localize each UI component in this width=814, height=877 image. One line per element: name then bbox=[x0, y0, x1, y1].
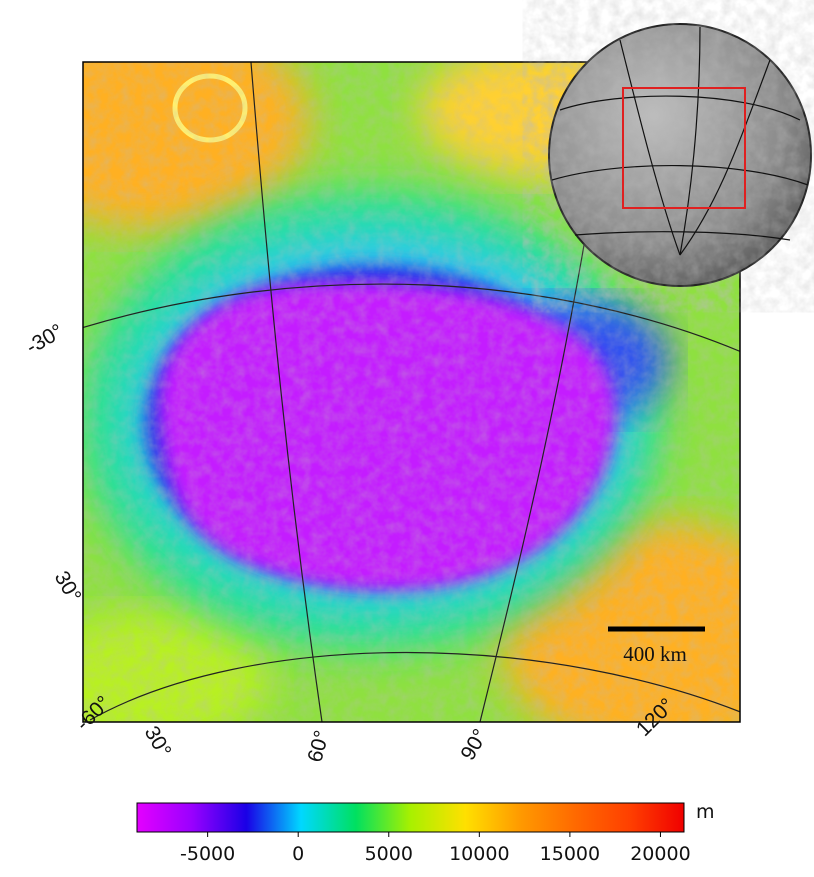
topography-map bbox=[83, 62, 740, 722]
graticule-label: 30° bbox=[140, 722, 176, 761]
map-frame bbox=[82, 61, 741, 723]
colorbar-tick-label: 5000 bbox=[365, 843, 413, 865]
graticule-label: 30° bbox=[50, 567, 86, 606]
colorbar-tick-label: 0 bbox=[292, 843, 304, 865]
colorbar-tick-label: 15000 bbox=[540, 843, 600, 865]
colorbar-unit: m bbox=[696, 801, 715, 823]
scale-label: 400 km bbox=[623, 642, 687, 666]
colorbar: m -5000 0 5000 10000 15000 20000 bbox=[136, 801, 715, 865]
colorbar-tick-label: 10000 bbox=[449, 843, 509, 865]
colorbar-tick-label: 20000 bbox=[630, 843, 690, 865]
graticule-label: 60° bbox=[304, 728, 334, 765]
colorbar-ramp bbox=[136, 802, 685, 833]
scale-bar: 400 km bbox=[608, 626, 705, 666]
inset-globe bbox=[548, 23, 812, 287]
graticule bbox=[83, 62, 740, 722]
graticule-label: -30° bbox=[22, 320, 67, 359]
colorbar-tick-label: -5000 bbox=[180, 843, 235, 865]
graticule-label: 90° bbox=[456, 725, 492, 764]
